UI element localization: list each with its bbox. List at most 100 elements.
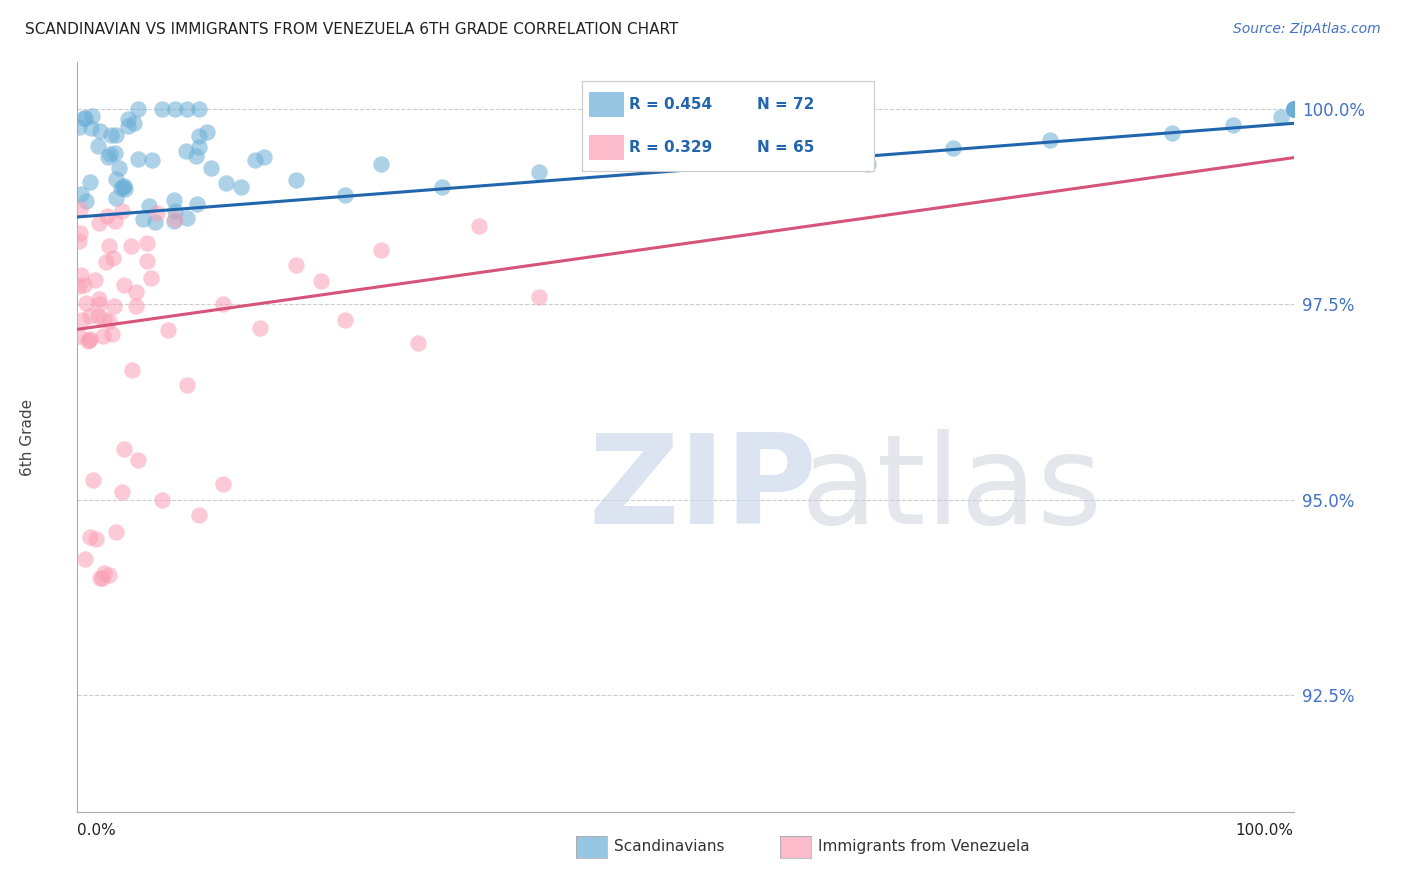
- Point: [1282, 102, 1305, 116]
- Point: [87, 139, 110, 153]
- Text: SCANDINAVIAN VS IMMIGRANTS FROM VENEZUELA 6TH GRADE CORRELATION CHART: SCANDINAVIAN VS IMMIGRANTS FROM VENEZUEL…: [25, 22, 679, 37]
- Point: [104, 214, 127, 228]
- Point: [104, 524, 127, 539]
- Point: [309, 274, 332, 288]
- Point: [370, 157, 392, 171]
- Point: [212, 476, 235, 491]
- Point: [90, 570, 112, 584]
- Point: [89, 216, 111, 230]
- Point: [110, 181, 132, 195]
- Point: [105, 128, 128, 142]
- Point: [163, 194, 186, 208]
- Point: [1282, 102, 1305, 116]
- Point: [103, 299, 125, 313]
- Point: [127, 152, 149, 166]
- Point: [84, 532, 107, 546]
- Point: [70, 186, 93, 201]
- Point: [214, 176, 236, 190]
- Point: [67, 120, 90, 134]
- Point: [111, 204, 134, 219]
- Point: [70, 313, 93, 327]
- Point: [73, 551, 96, 566]
- Point: [77, 334, 100, 349]
- Point: [333, 313, 356, 327]
- Point: [143, 214, 166, 228]
- Point: [145, 205, 167, 219]
- Point: [529, 290, 551, 304]
- Point: [188, 129, 211, 144]
- Point: [69, 226, 91, 240]
- Point: [87, 309, 110, 323]
- Point: [1282, 102, 1305, 116]
- Text: Scandinavians: Scandinavians: [614, 839, 725, 855]
- Point: [89, 297, 111, 311]
- Point: [176, 377, 198, 392]
- Point: [285, 258, 308, 272]
- Point: [79, 310, 101, 324]
- Point: [127, 102, 149, 116]
- Point: [105, 171, 128, 186]
- Point: [1282, 102, 1305, 116]
- Point: [120, 239, 142, 253]
- Point: [80, 120, 103, 135]
- Point: [117, 112, 139, 127]
- Point: [184, 149, 207, 163]
- Point: [467, 219, 489, 234]
- Point: [79, 332, 101, 346]
- Point: [98, 146, 121, 161]
- Point: [245, 153, 267, 167]
- Point: [212, 297, 235, 311]
- Point: [370, 243, 392, 257]
- Point: [186, 197, 208, 211]
- Point: [112, 180, 135, 194]
- Point: [82, 474, 104, 488]
- Point: [174, 144, 197, 158]
- Point: [285, 172, 308, 186]
- Point: [136, 254, 159, 268]
- Point: [1270, 110, 1292, 124]
- Point: [96, 209, 118, 223]
- Point: [249, 320, 271, 334]
- Point: [176, 211, 198, 226]
- Point: [1222, 118, 1244, 132]
- Point: [406, 336, 429, 351]
- Point: [93, 566, 115, 580]
- Point: [856, 157, 879, 171]
- Point: [165, 203, 187, 218]
- Point: [152, 102, 174, 116]
- Point: [124, 299, 146, 313]
- Point: [89, 124, 111, 138]
- Point: [73, 112, 96, 126]
- Point: [93, 311, 115, 326]
- Point: [104, 146, 127, 161]
- Point: [89, 570, 111, 584]
- Point: [104, 191, 127, 205]
- Point: [1282, 102, 1305, 116]
- Point: [139, 271, 162, 285]
- Point: [188, 140, 211, 154]
- Text: 100.0%: 100.0%: [1236, 823, 1294, 838]
- Point: [98, 314, 121, 328]
- Point: [80, 109, 103, 123]
- Text: ZIP: ZIP: [588, 429, 817, 550]
- Point: [100, 128, 122, 143]
- Point: [112, 442, 135, 457]
- Point: [73, 111, 96, 125]
- Text: 0.0%: 0.0%: [77, 823, 117, 838]
- Point: [91, 329, 114, 343]
- Point: [67, 278, 90, 293]
- Point: [529, 164, 551, 178]
- Point: [97, 150, 120, 164]
- Point: [942, 141, 965, 155]
- Point: [1039, 133, 1062, 147]
- Point: [1282, 102, 1305, 116]
- Point: [121, 363, 143, 377]
- Point: [98, 567, 121, 582]
- Point: [1282, 102, 1305, 116]
- Point: [77, 334, 100, 348]
- Point: [112, 278, 135, 293]
- Point: [114, 182, 136, 196]
- Point: [98, 239, 121, 253]
- Point: [112, 179, 135, 194]
- Point: [117, 120, 139, 134]
